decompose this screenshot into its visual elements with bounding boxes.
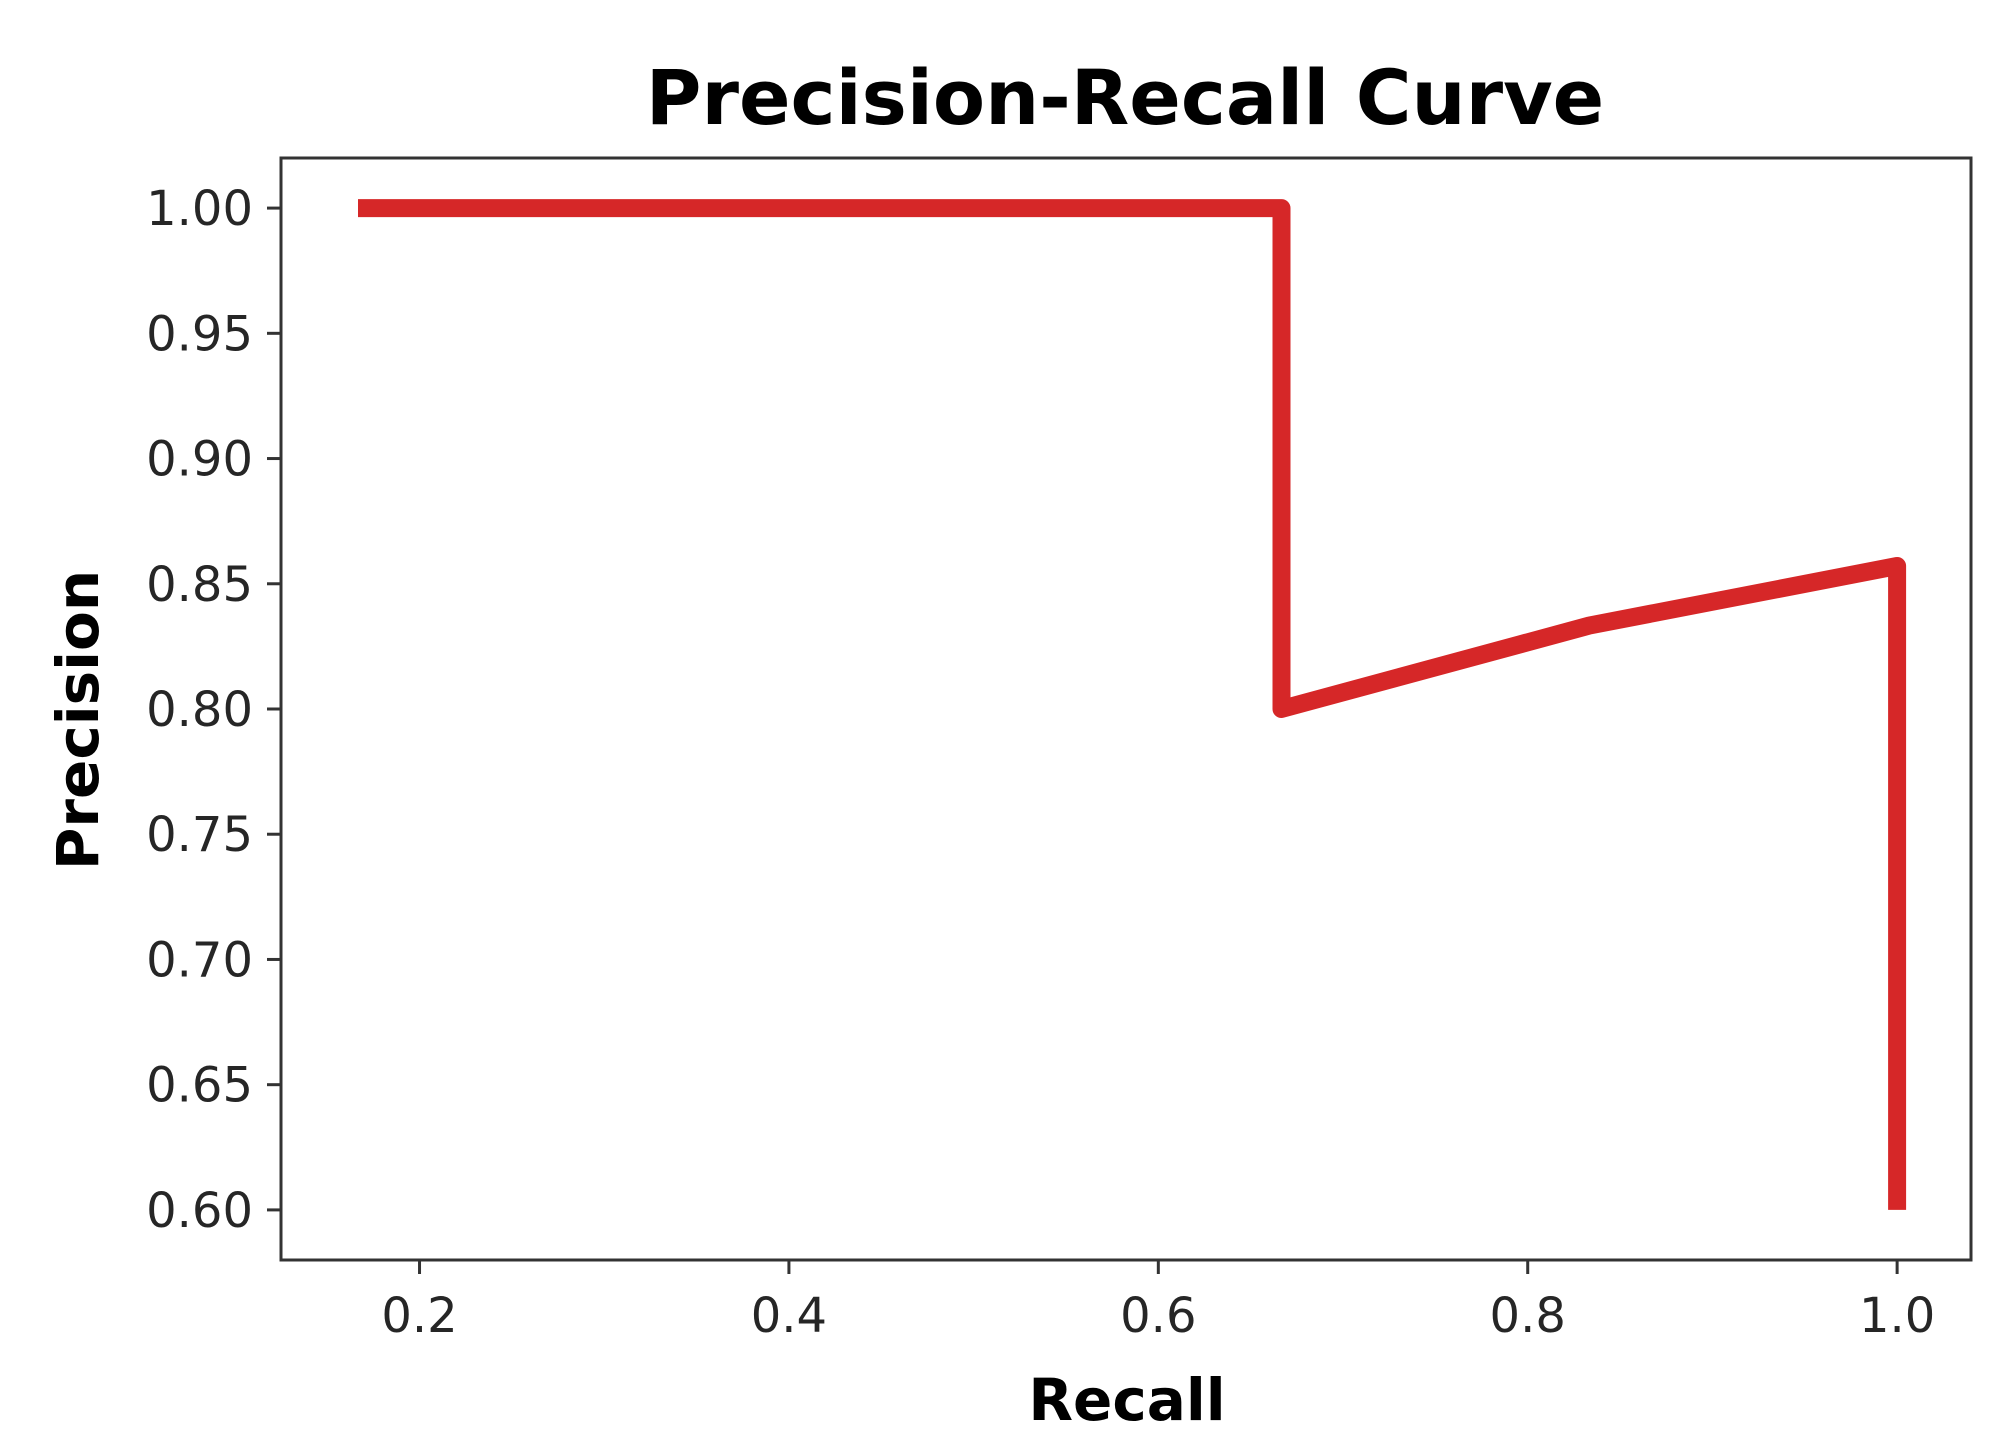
- precision-recall-line: [358, 199, 1907, 1210]
- y-axis-label: Precision: [44, 570, 112, 870]
- y-tick-label: 0.85: [146, 557, 253, 613]
- axis-ticks: 0.2 0.4 0.6 0.8 1.0 0.60 0.65 0.70 0.75 0.80 0.85 0…: [146, 181, 1935, 1344]
- plot-frame: [279, 156, 1973, 1262]
- y-tick-label: 0.90: [146, 432, 253, 488]
- y-tick-label: 0.80: [146, 682, 253, 738]
- y-tick-label: 0.70: [146, 932, 253, 988]
- x-axis-label: Recall: [1028, 1366, 1225, 1434]
- x-tick-label: 0.4: [751, 1288, 827, 1344]
- y-tick-label: 1.00: [146, 181, 253, 237]
- x-tick-label: 0.2: [381, 1288, 457, 1344]
- y-tick-label: 0.65: [146, 1058, 253, 1114]
- y-tick-label: 0.60: [146, 1183, 253, 1239]
- x-tick-label: 1.0: [1859, 1288, 1935, 1344]
- plot-series: [358, 199, 1907, 1210]
- x-tick-label: 0.6: [1120, 1288, 1196, 1344]
- chart-title: Precision-Recall Curve: [646, 53, 1604, 142]
- y-tick-label: 0.75: [146, 807, 253, 863]
- y-tick-label: 0.95: [146, 306, 253, 362]
- x-tick-label: 0.8: [1490, 1288, 1566, 1344]
